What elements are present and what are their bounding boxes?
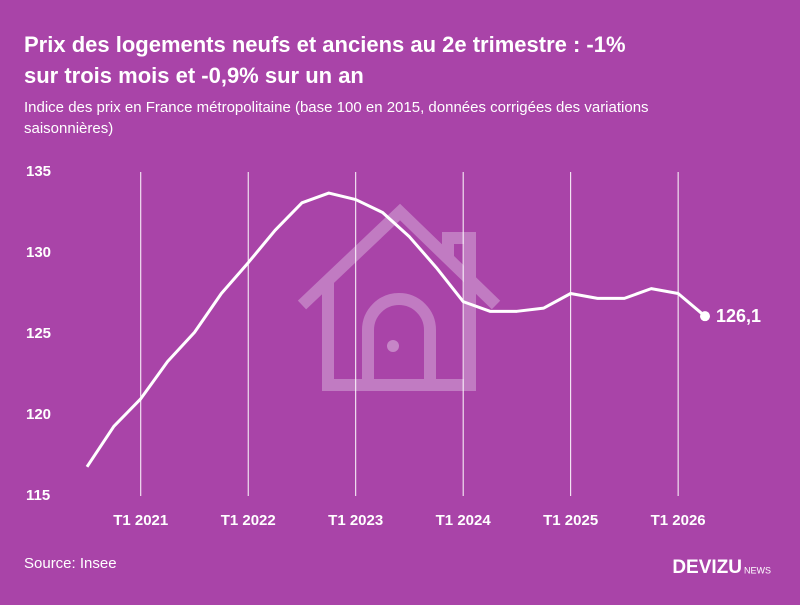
source: Source: Insee — [24, 555, 117, 572]
x-tick-label: T1 2021 — [113, 512, 168, 529]
house-icon — [297, 203, 501, 391]
x-tick-label: T1 2026 — [651, 512, 706, 529]
chart-title: Prix des logements neufs et anciens au 2… — [24, 32, 626, 57]
y-tick-label: 130 — [26, 244, 51, 261]
y-tick-label: 135 — [26, 163, 51, 180]
y-tick-label: 115 — [26, 487, 50, 504]
end-point — [700, 311, 710, 322]
x-tick-label: T1 2025 — [543, 512, 598, 529]
value-label: 126,1 — [716, 306, 761, 326]
x-tick-label: T1 2022 — [221, 512, 276, 529]
x-tick-label: T1 2023 — [328, 512, 383, 529]
brand: DEVIZU — [672, 557, 742, 578]
x-tick-label: T1 2024 — [436, 512, 492, 529]
chart-subtitle: Indice des prix en France métropolitaine… — [24, 99, 649, 116]
y-tick-label: 125 — [26, 325, 51, 342]
house-icon-knob — [387, 340, 399, 352]
line — [85, 191, 706, 468]
brand-suffix: NEWS — [744, 565, 771, 575]
y-tick-label: 120 — [26, 406, 51, 423]
chart-subtitle: saisonnières) — [24, 120, 113, 137]
chart-title: sur trois mois et -0,9% sur un an — [24, 63, 364, 88]
